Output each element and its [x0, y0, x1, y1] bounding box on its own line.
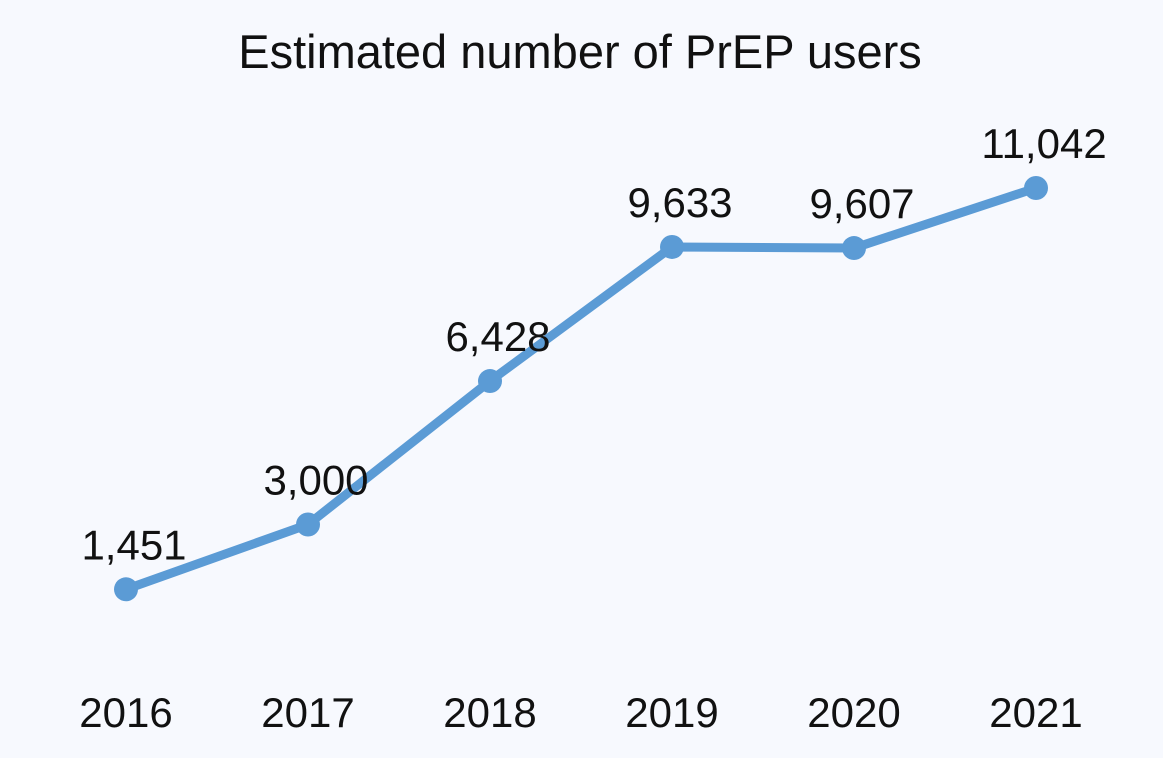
- data-label-2019: 9,633: [627, 179, 732, 226]
- x-tick-label-2018: 2018: [443, 689, 536, 736]
- data-point-2021: [1024, 176, 1048, 200]
- series-line: [124, 183, 1038, 594]
- x-tick-label-2020: 2020: [807, 689, 900, 736]
- data-label-2020: 9,607: [809, 180, 914, 227]
- data-point-2020: [842, 236, 866, 261]
- x-tick-label-2019: 2019: [625, 689, 718, 736]
- chart-title: Estimated number of PrEP users: [238, 25, 922, 78]
- x-tick-label-2016: 2016: [79, 689, 172, 736]
- data-label-2016: 1,451: [81, 521, 186, 568]
- x-tick-label-2021: 2021: [989, 689, 1082, 736]
- data-point-2016: [114, 577, 138, 602]
- data-label-2021: 11,042: [981, 120, 1106, 167]
- data-point-2019: [660, 234, 684, 259]
- data-label-2017: 3,000: [263, 456, 368, 503]
- data-point-2018: [478, 369, 502, 394]
- data-point-2017: [296, 512, 320, 537]
- data-label-2018: 6,428: [445, 313, 550, 360]
- x-tick-label-2017: 2017: [261, 689, 354, 736]
